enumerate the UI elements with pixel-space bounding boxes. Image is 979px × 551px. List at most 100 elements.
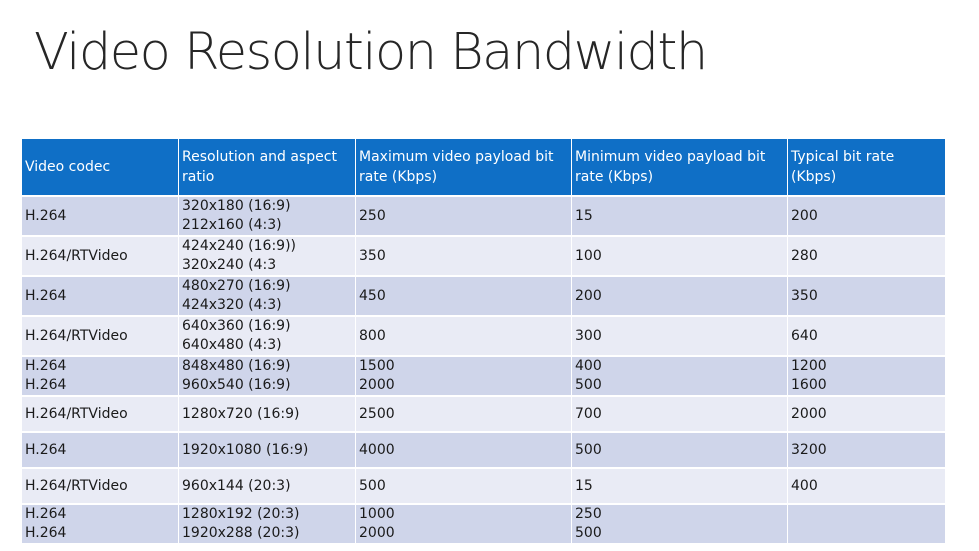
codec-cell: H.264/RTVideo [22,469,179,503]
cell-text: 320x240 (4:3 [182,257,277,273]
cell-text: 500 [359,477,386,494]
typical-bitrate-cell: 200 [788,197,946,235]
resolution-cell: 1280x192 (20:3) 1920x288 (20:3) [179,505,356,543]
max-bitrate-cell: 250 [356,197,572,235]
cell-text: 500 [575,377,602,393]
min-bitrate-cell: 250 500 [572,505,788,543]
typical-bitrate-cell: 400 [788,469,946,503]
cell-text: 4000 [359,441,395,458]
cell-text: 300 [575,327,602,344]
cell-text: 424x320 (4:3) [182,297,282,313]
cell-text: 848x480 (16:9) [182,358,291,374]
table-header-row: Video codec Resolution and aspect ratio … [22,139,946,195]
cell-text: 280 [791,247,818,264]
typical-bitrate-cell: 2000 [788,397,946,431]
cell-text: 2500 [359,405,395,422]
cell-text: 200 [575,287,602,304]
cell-text: H.264 [25,377,67,393]
cell-text: H.264/RTVideo [25,327,128,344]
typical-bitrate-cell: 3200 [788,433,946,467]
cell-text: 3200 [791,441,827,458]
min-bitrate-cell: 700 [572,397,788,431]
cell-text: H.264 [25,207,67,224]
cell-text: 350 [791,287,818,304]
cell-text: 15 [575,207,593,224]
min-bitrate-cell: 200 [572,277,788,315]
cell-text: 400 [791,477,818,494]
cell-text: 250 [359,207,386,224]
header-typical-bitrate: Typical bit rate (Kbps) [788,139,946,195]
codec-cell: H.264/RTVideo [22,237,179,275]
bandwidth-table: Video codec Resolution and aspect ratio … [22,137,946,545]
max-bitrate-cell: 500 [356,469,572,503]
cell-text: 2000 [791,405,827,422]
cell-text: 960x144 (20:3) [182,477,291,494]
cell-text: H.264/RTVideo [25,477,128,494]
min-bitrate-cell: 15 [572,469,788,503]
header-resolution: Resolution and aspect ratio [179,139,356,195]
cell-text: H.264 [25,287,67,304]
cell-text: 960x540 (16:9) [182,377,291,393]
codec-cell: H.264/RTVideo [22,317,179,355]
cell-text: H.264 [25,441,67,458]
min-bitrate-cell: 300 [572,317,788,355]
header-max-bitrate: Maximum video payload bit rate (Kbps) [356,139,572,195]
resolution-cell: 1920x1080 (16:9) [179,433,356,467]
min-bitrate-cell: 400 500 [572,357,788,395]
header-video-codec: Video codec [22,139,179,195]
table-row: H.264 1920x1080 (16:9) 4000 500 3200 [22,433,946,467]
codec-cell: H.264/RTVideo [22,397,179,431]
cell-text: 1600 [791,377,827,393]
cell-text: 2000 [359,377,395,393]
table-row: H.264/RTVideo 960x144 (20:3) 500 15 400 [22,469,946,503]
cell-text: 1280x192 (20:3) [182,506,300,522]
codec-cell: H.264 [22,197,179,235]
max-bitrate-cell: 800 [356,317,572,355]
cell-text: H.264 [25,525,67,541]
cell-text: 100 [575,247,602,264]
max-bitrate-cell: 1000 2000 [356,505,572,543]
codec-cell: H.264 H.264 [22,505,179,543]
cell-text: 400 [575,358,602,374]
min-bitrate-cell: 500 [572,433,788,467]
cell-text: 1920x1080 (16:9) [182,441,309,458]
typical-bitrate-cell: 280 [788,237,946,275]
cell-text: 1920x288 (20:3) [182,525,300,541]
cell-text: 200 [791,207,818,224]
resolution-cell: 1280x720 (16:9) [179,397,356,431]
table-row: H.264 H.264 848x480 (16:9) 960x540 (16:9) 15… [22,357,946,395]
max-bitrate-cell: 2500 [356,397,572,431]
typical-bitrate-cell: 350 [788,277,946,315]
max-bitrate-cell: 350 [356,237,572,275]
codec-cell: H.264 H.264 [22,357,179,395]
resolution-cell: 640x360 (16:9) 640x480 (4:3) [179,317,356,355]
cell-text: 640x480 (4:3) [182,337,282,353]
resolution-cell: 848x480 (16:9) 960x540 (16:9) [179,357,356,395]
cell-text: H.264/RTVideo [25,405,128,422]
table-row: H.264/RTVideo 640x360 (16:9) 640x480 (4:3)… [22,317,946,355]
cell-text: 450 [359,287,386,304]
max-bitrate-cell: 1500 2000 [356,357,572,395]
page-title: Video Resolution Bandwidth [34,23,708,82]
resolution-cell: 960x144 (20:3) [179,469,356,503]
typical-bitrate-cell: 640 [788,317,946,355]
cell-text: 1200 [791,358,827,374]
cell-text: 250 [575,506,602,522]
cell-text: 15 [575,477,593,494]
min-bitrate-cell: 15 [572,197,788,235]
cell-text: 1280x720 (16:9) [182,405,300,422]
max-bitrate-cell: 450 [356,277,572,315]
table-row: H.264/RTVideo 424x240 (16:9)) 320x240 (4:3… [22,237,946,275]
cell-text: 480x270 (16:9) [182,278,291,294]
resolution-cell: 424x240 (16:9)) 320x240 (4:3 [179,237,356,275]
cell-text: 212x160 (4:3) [182,217,282,233]
cell-text: 320x180 (16:9) [182,198,291,214]
cell-text: 640x360 (16:9) [182,318,291,334]
max-bitrate-cell: 4000 [356,433,572,467]
cell-text: 1000 [359,506,395,522]
cell-text: 500 [575,525,602,541]
resolution-cell: 480x270 (16:9) 424x320 (4:3) [179,277,356,315]
table-row: H.264/RTVideo 1280x720 (16:9) 2500 700 2000 [22,397,946,431]
cell-text: 500 [575,441,602,458]
codec-cell: H.264 [22,277,179,315]
